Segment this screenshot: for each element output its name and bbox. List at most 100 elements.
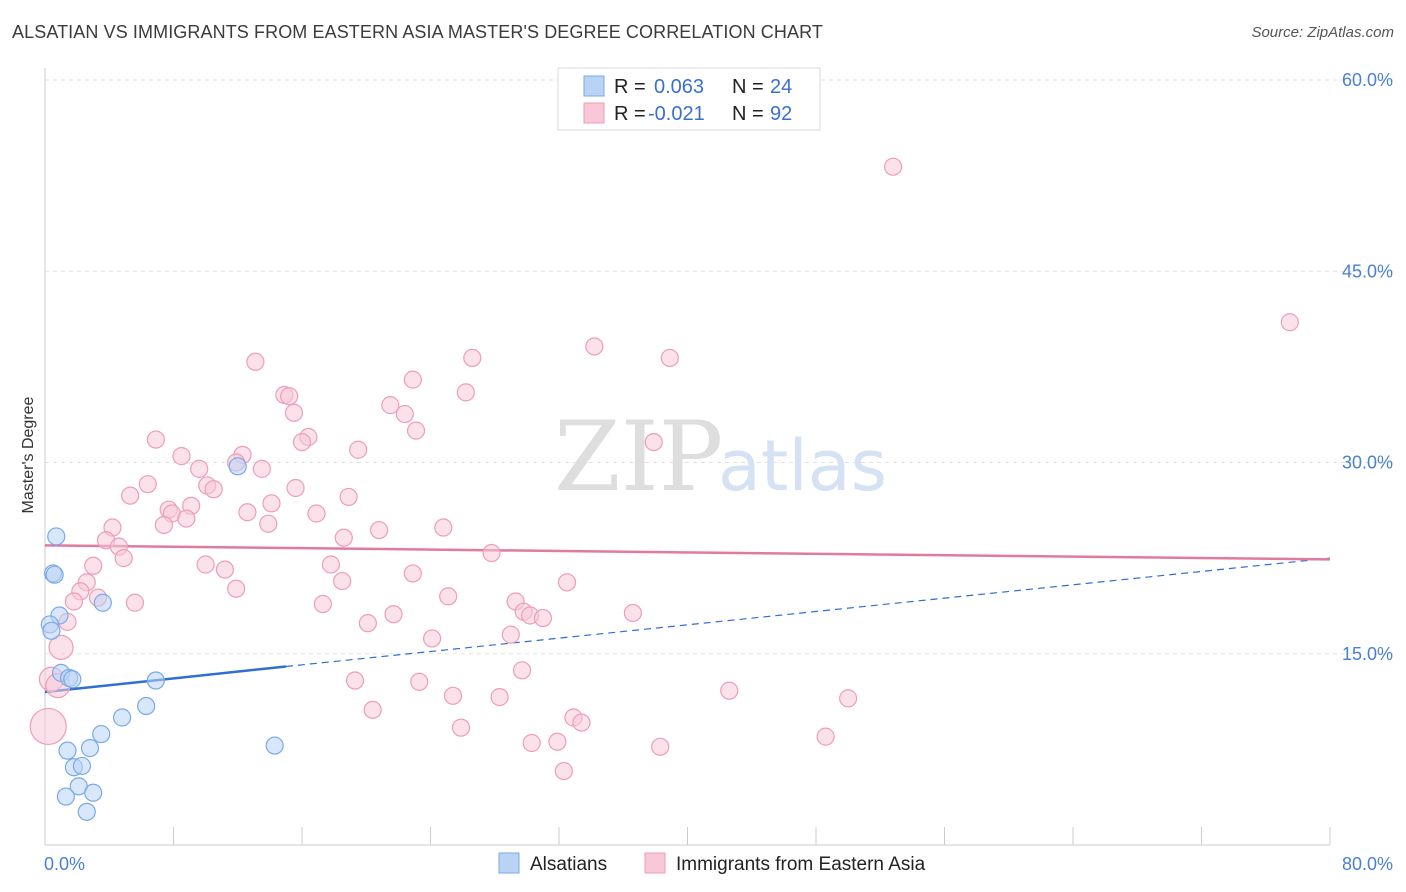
point-immigrants — [363, 700, 382, 719]
point-immigrants — [29, 707, 67, 746]
point-immigrants — [238, 503, 257, 522]
point-immigrants — [48, 634, 74, 660]
point-immigrants — [403, 370, 422, 389]
point-immigrants — [623, 603, 642, 623]
point-immigrants — [585, 337, 604, 356]
stats-n-value-2: 92 — [770, 103, 792, 125]
stats-n-value-1: 24 — [770, 76, 792, 98]
point-immigrants — [651, 737, 670, 756]
point-immigrants — [839, 689, 858, 708]
point-immigrants — [443, 686, 463, 705]
point-alsatians — [112, 708, 132, 727]
stats-r-value-1: 0.063 — [654, 76, 704, 98]
point-immigrants — [557, 573, 577, 592]
y-tick-label: 45.0% — [1342, 261, 1393, 281]
watermark-zip: ZIP — [554, 401, 723, 513]
legend-label-alsatians: Alsatians — [530, 854, 607, 875]
chart-title: ALSATIAN VS IMMIGRANTS FROM EASTERN ASIA… — [12, 22, 823, 42]
point-immigrants — [463, 348, 482, 368]
point-immigrants — [482, 543, 501, 563]
point-alsatians — [80, 738, 100, 758]
point-immigrants — [572, 713, 591, 732]
y-tick-label: 30.0% — [1342, 453, 1393, 473]
watermark-atlas: atlas — [718, 425, 887, 507]
stats-n-label-1: N = — [732, 76, 764, 98]
axes — [44, 68, 1331, 846]
point-immigrants — [548, 732, 567, 751]
stats-r-label-1: R = — [614, 76, 646, 98]
point-immigrants — [395, 404, 414, 424]
point-immigrants — [439, 587, 458, 606]
point-immigrants — [190, 459, 209, 478]
x-tick-label: 80.0% — [1342, 854, 1393, 874]
point-immigrants — [172, 447, 191, 466]
y-tick-label: 60.0% — [1342, 70, 1393, 90]
point-immigrants — [644, 433, 663, 452]
point-immigrants — [146, 430, 165, 449]
point-immigrants — [286, 478, 305, 498]
point-alsatians — [56, 787, 75, 806]
point-immigrants — [138, 475, 157, 494]
series-legend: Alsatians Immigrants from Eastern Asia — [498, 852, 926, 875]
point-immigrants — [114, 549, 133, 568]
x-tick-label: 0.0% — [44, 854, 85, 874]
point-immigrants — [720, 681, 739, 700]
point-immigrants — [313, 594, 332, 614]
point-alsatians — [72, 756, 92, 776]
point-immigrants — [345, 671, 365, 690]
point-immigrants — [307, 504, 326, 523]
point-immigrants — [154, 515, 173, 535]
stats-r-label-2: R = — [614, 103, 646, 125]
point-immigrants — [259, 514, 278, 533]
point-immigrants — [370, 520, 389, 540]
point-immigrants — [284, 403, 304, 422]
point-immigrants — [84, 556, 103, 575]
point-immigrants — [64, 592, 84, 611]
point-immigrants — [451, 718, 471, 737]
point-alsatians — [228, 457, 247, 476]
point-immigrants — [204, 480, 223, 499]
point-immigrants — [292, 433, 312, 452]
point-immigrants — [177, 509, 196, 528]
point-immigrants — [410, 672, 429, 691]
trend-lines — [44, 544, 1331, 694]
point-immigrants — [816, 727, 835, 746]
point-immigrants — [125, 593, 145, 612]
point-alsatians — [92, 724, 111, 744]
point-alsatians — [146, 671, 165, 690]
point-alsatians — [42, 621, 61, 640]
y-axis-label: Master's Degree — [20, 396, 37, 513]
point-alsatians — [265, 736, 284, 755]
point-immigrants — [246, 352, 265, 371]
point-immigrants — [121, 486, 140, 505]
stats-legend-swatch-alsatians — [583, 75, 605, 97]
trend-line-alsatians — [44, 665, 287, 694]
point-immigrants — [1280, 313, 1299, 332]
point-immigrants — [554, 761, 573, 781]
point-immigrants — [321, 555, 341, 574]
point-immigrants — [384, 605, 403, 624]
tick-labels: 15.0% 30.0% 45.0% 60.0% 0.0% 80.0% — [44, 70, 1393, 874]
point-immigrants — [227, 579, 246, 598]
point-alsatians — [93, 593, 112, 612]
trend-line-immigrants — [44, 544, 1331, 561]
watermark: ZIP atlas — [554, 401, 887, 513]
stats-n-label-2: N = — [732, 103, 764, 125]
y-tick-label: 15.0% — [1342, 644, 1393, 664]
point-immigrants — [434, 518, 453, 537]
data-points — [29, 157, 1299, 821]
point-immigrants — [423, 629, 442, 648]
point-immigrants — [522, 733, 541, 753]
point-alsatians — [84, 783, 103, 802]
point-alsatians — [58, 741, 77, 760]
point-alsatians — [45, 565, 64, 584]
point-immigrants — [660, 348, 679, 368]
point-immigrants — [339, 487, 358, 507]
legend-swatch-alsatians — [498, 852, 520, 874]
point-immigrants — [215, 560, 234, 579]
point-immigrants — [252, 459, 271, 478]
grid-lines — [45, 79, 1395, 655]
point-alsatians — [137, 696, 156, 716]
point-immigrants — [456, 383, 475, 402]
